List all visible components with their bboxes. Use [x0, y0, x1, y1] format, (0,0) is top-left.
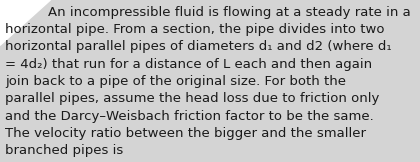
Text: branched pipes is: branched pipes is — [5, 144, 123, 157]
Text: parallel pipes, assume the head loss due to friction only: parallel pipes, assume the head loss due… — [5, 92, 379, 105]
Text: and the Darcy–Weisbach friction factor to be the same.: and the Darcy–Weisbach friction factor t… — [5, 110, 374, 123]
Text: horizontal parallel pipes of diameters d₁ and d2 (where d₁: horizontal parallel pipes of diameters d… — [5, 40, 392, 53]
Text: = 4d₂) that run for a distance of L each and then again: = 4d₂) that run for a distance of L each… — [5, 58, 372, 71]
Text: An incompressible fluid is flowing at a steady rate in a: An incompressible fluid is flowing at a … — [48, 6, 411, 19]
Text: join back to a pipe of the original size. For both the: join back to a pipe of the original size… — [5, 75, 346, 88]
Text: horizontal pipe. From a section, the pipe divides into two: horizontal pipe. From a section, the pip… — [5, 23, 385, 36]
Polygon shape — [0, 0, 50, 45]
Text: The velocity ratio between the bigger and the smaller: The velocity ratio between the bigger an… — [5, 127, 366, 140]
